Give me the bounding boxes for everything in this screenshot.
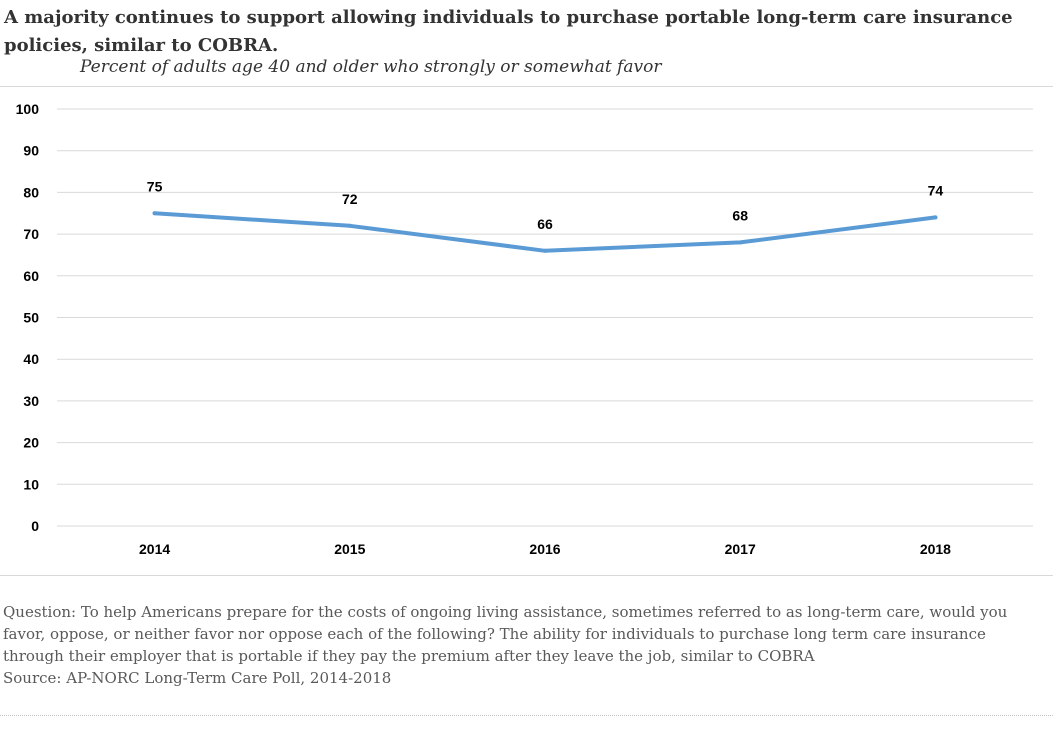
x-tick-label: 2015 <box>334 541 365 557</box>
y-tick-label: 70 <box>23 226 39 242</box>
y-tick-label: 20 <box>23 435 39 451</box>
source-text: Source: AP-NORC Long-Term Care Poll, 201… <box>3 669 392 687</box>
bottom-divider <box>0 715 1053 716</box>
data-point <box>347 223 352 228</box>
x-tick-label: 2016 <box>529 541 560 557</box>
chart-title: A majority continues to support allowing… <box>4 7 1013 56</box>
data-label: 75 <box>147 178 163 194</box>
y-tick-label: 40 <box>23 351 39 367</box>
y-tick-label: 0 <box>31 518 39 534</box>
data-label: 74 <box>928 182 944 198</box>
data-label: 66 <box>537 216 553 232</box>
data-point <box>152 211 157 216</box>
chart-area: 0 10 20 30 40 50 60 70 80 90 100 2014 2015 2016 2017 20… <box>0 86 1053 576</box>
data-point <box>933 215 938 220</box>
y-tick-label: 60 <box>23 268 39 284</box>
x-tick-label: 2017 <box>725 541 756 557</box>
footnote: Question: To help Americans prepare for … <box>3 601 1051 689</box>
data-label: 68 <box>732 207 748 223</box>
y-tick-label: 50 <box>23 310 39 326</box>
data-label: 72 <box>342 191 358 207</box>
x-tick-label: 2014 <box>139 541 170 557</box>
y-tick-label: 90 <box>23 143 39 159</box>
data-point <box>543 248 547 253</box>
y-tick-label: 10 <box>23 476 39 492</box>
data-point <box>738 240 743 245</box>
line-chart: 0 10 20 30 40 50 60 70 80 90 100 2014 2015 2016 2017 20… <box>16 101 1033 557</box>
y-tick-label: 100 <box>16 101 40 117</box>
question-text: Question: To help Americans prepare for … <box>3 603 1008 665</box>
y-tick-label: 30 <box>23 393 39 409</box>
x-tick-label: 2018 <box>920 541 951 557</box>
chart-subtitle: Percent of adults age 40 and older who s… <box>80 57 662 77</box>
y-tick-label: 80 <box>23 184 39 200</box>
